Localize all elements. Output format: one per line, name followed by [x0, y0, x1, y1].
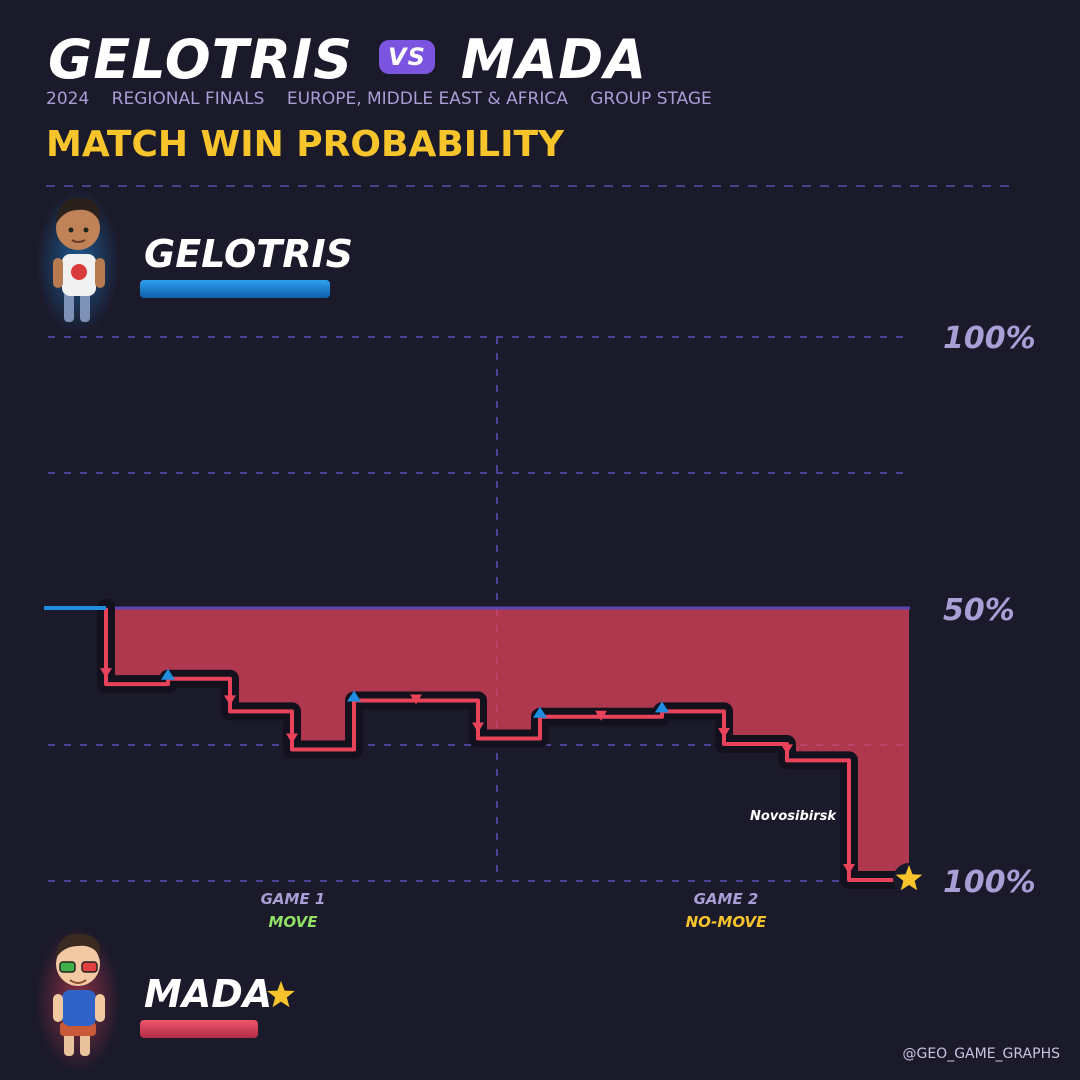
- round-marker-4: [286, 733, 298, 744]
- game-1-label: GAME 1: [261, 890, 326, 908]
- round-markers: [100, 668, 855, 874]
- round-marker-12: [781, 744, 793, 755]
- annotation-label: Novosibirsk: [750, 809, 837, 824]
- y-label-bottom: 100%: [943, 865, 1036, 900]
- top-player-color-bar: [140, 280, 330, 298]
- winner-star-icon: [267, 981, 295, 1008]
- chart-heading: MATCH WIN PROBABILITY: [46, 124, 565, 165]
- round-marker-13: [843, 864, 855, 874]
- match-meta: 2024 REGIONAL FINALS EUROPE, MIDDLE EAST…: [46, 89, 729, 109]
- y-label-top: 100%: [943, 321, 1036, 356]
- meta-stage: GROUP STAGE: [590, 89, 712, 109]
- round-marker-10: [655, 701, 669, 713]
- game-2-label: GAME 2: [694, 890, 759, 908]
- team-a-name: GELOTRIS: [48, 28, 353, 91]
- round-marker-2: [161, 668, 175, 680]
- loss-area: [44, 608, 909, 880]
- bottom-player-avatar: [36, 928, 120, 1072]
- round-marker-8: [533, 706, 547, 718]
- vs-badge: VS: [379, 40, 435, 75]
- bottom-player-color-bar: [140, 1020, 258, 1038]
- round-marker-6: [410, 694, 422, 705]
- bottom-player-name: MADA: [144, 972, 273, 1016]
- round-marker-3: [224, 695, 236, 706]
- match-title: GELOTRIS VS MADA: [48, 28, 647, 91]
- round-marker-11: [718, 728, 730, 738]
- round-marker-9: [595, 710, 607, 721]
- probability-line: [104, 608, 909, 882]
- round-marker-7: [472, 722, 484, 733]
- credit: @GEO_GAME_GRAPHS: [902, 1046, 1060, 1062]
- top-player-avatar: [36, 190, 120, 334]
- meta-event: REGIONAL FINALS: [111, 89, 265, 109]
- meta-year: 2024: [46, 89, 90, 109]
- meta-region: EUROPE, MIDDLE EAST & AFRICA: [286, 89, 568, 109]
- game-1-mode: MOVE: [269, 913, 319, 931]
- y-label-middle: 50%: [943, 593, 1015, 628]
- end-star-icon: [893, 863, 925, 895]
- top-player-name: GELOTRIS: [144, 232, 353, 276]
- round-marker-1: [100, 668, 112, 679]
- team-b-name: MADA: [460, 28, 648, 91]
- round-marker-5: [347, 690, 361, 702]
- game-2-mode: NO-MOVE: [686, 913, 768, 931]
